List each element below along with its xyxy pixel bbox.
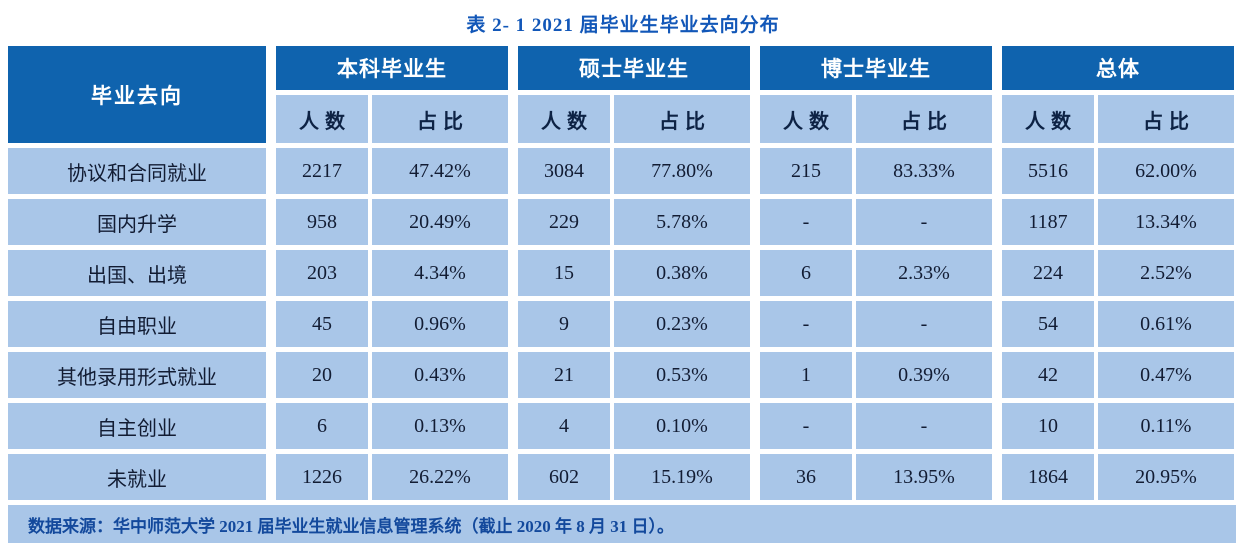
group-header-row: 本科毕业生 硕士毕业生 博士毕业生 总体 xyxy=(266,46,1236,90)
data-cell: 215 xyxy=(760,148,852,194)
data-cell: 10 xyxy=(1002,403,1094,449)
data-cell: 4 xyxy=(518,403,610,449)
table-row: 协议和合同就业 2217 47.42% 3084 77.80% 215 83.3… xyxy=(8,148,1236,194)
graduate-destination-table: 毕业去向 本科毕业生 硕士毕业生 博士毕业生 总体 人数 占比 人数 占比 人数… xyxy=(8,46,1236,543)
table-row: 其他录用形式就业 20 0.43% 21 0.53% 1 0.39% 42 0.… xyxy=(8,352,1236,398)
data-cell: 0.43% xyxy=(372,352,508,398)
data-cell: 36 xyxy=(760,454,852,500)
table-row: 国内升学 958 20.49% 229 5.78% - - 1187 13.34… xyxy=(8,199,1236,245)
data-cell: - xyxy=(760,403,852,449)
data-cell: 958 xyxy=(276,199,368,245)
group-header-doctoral: 博士毕业生 xyxy=(760,46,992,90)
data-cell: 21 xyxy=(518,352,610,398)
data-cell: - xyxy=(856,403,992,449)
data-cell: 5.78% xyxy=(614,199,750,245)
data-cell: 9 xyxy=(518,301,610,347)
data-cell: 47.42% xyxy=(372,148,508,194)
data-cell: 2.33% xyxy=(856,250,992,296)
data-cell: 2.52% xyxy=(1098,250,1234,296)
data-cell: 1226 xyxy=(276,454,368,500)
data-cell: 45 xyxy=(276,301,368,347)
data-cell: 83.33% xyxy=(856,148,992,194)
row-label: 自由职业 xyxy=(8,301,266,347)
data-cell: 3084 xyxy=(518,148,610,194)
data-cell: 15 xyxy=(518,250,610,296)
data-cell: - xyxy=(760,199,852,245)
data-cell: 13.34% xyxy=(1098,199,1234,245)
data-cell: 229 xyxy=(518,199,610,245)
subheader-count: 人数 xyxy=(760,95,852,143)
data-cell: 4.34% xyxy=(372,250,508,296)
data-cell: 15.19% xyxy=(614,454,750,500)
group-header-master: 硕士毕业生 xyxy=(518,46,750,90)
row-label: 协议和合同就业 xyxy=(8,148,266,194)
data-cell: 13.95% xyxy=(856,454,992,500)
data-cell: 224 xyxy=(1002,250,1094,296)
data-cell: 0.61% xyxy=(1098,301,1234,347)
header-right: 本科毕业生 硕士毕业生 博士毕业生 总体 人数 占比 人数 占比 人数 占比 人… xyxy=(266,46,1236,143)
corner-header: 毕业去向 xyxy=(8,46,266,143)
row-label: 其他录用形式就业 xyxy=(8,352,266,398)
data-cell: 0.39% xyxy=(856,352,992,398)
data-source-note: 数据来源：华中师范大学 2021 届毕业生就业信息管理系统（截止 2020 年 … xyxy=(8,505,1236,543)
row-label: 出国、出境 xyxy=(8,250,266,296)
subheader-ratio: 占比 xyxy=(1098,95,1234,143)
subheader-ratio: 占比 xyxy=(614,95,750,143)
table-header: 毕业去向 本科毕业生 硕士毕业生 博士毕业生 总体 人数 占比 人数 占比 人数… xyxy=(8,46,1236,143)
data-cell: 54 xyxy=(1002,301,1094,347)
subheader-count: 人数 xyxy=(1002,95,1094,143)
data-cell: 26.22% xyxy=(372,454,508,500)
data-cell: 1187 xyxy=(1002,199,1094,245)
data-cell: 2217 xyxy=(276,148,368,194)
data-cell: 0.11% xyxy=(1098,403,1234,449)
row-label: 未就业 xyxy=(8,454,266,500)
table-row: 未就业 1226 26.22% 602 15.19% 36 13.95% 186… xyxy=(8,454,1236,500)
data-cell: - xyxy=(760,301,852,347)
data-cell: 203 xyxy=(276,250,368,296)
data-cell: 20.95% xyxy=(1098,454,1234,500)
data-cell: 20 xyxy=(276,352,368,398)
data-cell: 42 xyxy=(1002,352,1094,398)
data-cell: 0.10% xyxy=(614,403,750,449)
table-row: 自由职业 45 0.96% 9 0.23% - - 54 0.61% xyxy=(8,301,1236,347)
subheader-count: 人数 xyxy=(276,95,368,143)
table-row: 自主创业 6 0.13% 4 0.10% - - 10 0.11% xyxy=(8,403,1236,449)
subheader-count: 人数 xyxy=(518,95,610,143)
data-cell: 0.53% xyxy=(614,352,750,398)
data-cell: 1864 xyxy=(1002,454,1094,500)
subheader-ratio: 占比 xyxy=(372,95,508,143)
data-cell: - xyxy=(856,199,992,245)
subheader-row: 人数 占比 人数 占比 人数 占比 人数 占比 xyxy=(266,95,1236,143)
group-header-undergraduate: 本科毕业生 xyxy=(276,46,508,90)
data-cell: 602 xyxy=(518,454,610,500)
table-caption: 表 2- 1 2021 届毕业生毕业去向分布 xyxy=(466,15,780,36)
row-label: 自主创业 xyxy=(8,403,266,449)
data-cell: 0.47% xyxy=(1098,352,1234,398)
data-cell: 0.38% xyxy=(614,250,750,296)
table-row: 出国、出境 203 4.34% 15 0.38% 6 2.33% 224 2.5… xyxy=(8,250,1236,296)
data-cell: 0.13% xyxy=(372,403,508,449)
data-cell: 0.23% xyxy=(614,301,750,347)
data-cell: 0.96% xyxy=(372,301,508,347)
row-label: 国内升学 xyxy=(8,199,266,245)
data-cell: 77.80% xyxy=(614,148,750,194)
group-header-total: 总体 xyxy=(1002,46,1234,90)
data-cell: 20.49% xyxy=(372,199,508,245)
data-cell: - xyxy=(856,301,992,347)
data-cell: 1 xyxy=(760,352,852,398)
data-cell: 5516 xyxy=(1002,148,1094,194)
data-cell: 6 xyxy=(276,403,368,449)
subheader-ratio: 占比 xyxy=(856,95,992,143)
data-cell: 6 xyxy=(760,250,852,296)
data-cell: 62.00% xyxy=(1098,148,1234,194)
